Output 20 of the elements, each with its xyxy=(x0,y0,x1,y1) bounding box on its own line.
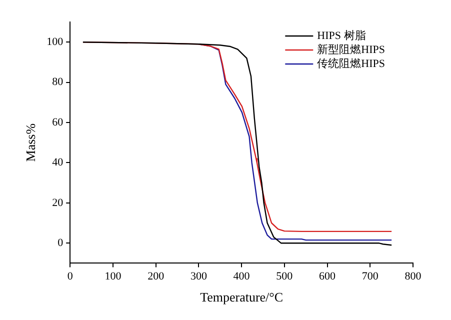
y-tick-label: 100 xyxy=(46,36,64,48)
x-tick-label: 500 xyxy=(276,270,294,283)
y-tick-label: 20 xyxy=(52,196,64,209)
x-tick-label: 200 xyxy=(148,270,165,283)
x-tick-label: 0 xyxy=(67,270,74,283)
x-tick-label: 300 xyxy=(190,270,208,283)
legend-label: 传统阻燃HIPS xyxy=(317,56,385,70)
x-tick-label: 600 xyxy=(319,270,336,283)
y-tick-label: 80 xyxy=(52,76,64,88)
x-tick-label: 700 xyxy=(362,270,379,283)
y-axis-title: Mass% xyxy=(23,123,38,162)
legend-label: HIPS 树脂 xyxy=(317,30,366,42)
y-tick-label: 60 xyxy=(52,116,64,128)
x-tick-label: 800 xyxy=(404,270,422,283)
x-tick-label: 100 xyxy=(104,270,122,283)
y-tick-label: 40 xyxy=(52,156,64,169)
x-axis-title: Temperature/°C xyxy=(200,290,284,305)
y-tick-label: 0 xyxy=(58,236,64,249)
x-tick-label: 400 xyxy=(233,270,250,283)
legend-label: 新型阻燃HIPS xyxy=(317,42,385,56)
